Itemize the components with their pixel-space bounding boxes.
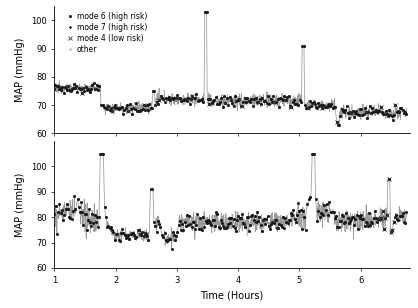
mode 4 (low risk) xyxy=(334,120,339,124)
mode 4 (low risk) xyxy=(157,98,162,102)
other xyxy=(59,88,64,91)
mode 7 (high risk) xyxy=(202,10,207,14)
mode 7 (high risk) xyxy=(172,96,177,100)
mode 6 (high risk) xyxy=(79,87,84,91)
mode 7 (high risk) xyxy=(330,106,335,110)
mode 6 (high risk) xyxy=(404,112,409,116)
other xyxy=(242,96,247,100)
Line: other: other xyxy=(60,88,399,119)
mode 4 (low risk) xyxy=(66,84,71,88)
mode 6 (high risk) xyxy=(202,10,207,14)
other xyxy=(215,103,220,106)
other xyxy=(347,116,352,120)
mode 6 (high risk) xyxy=(144,103,149,107)
mode 6 (high risk) xyxy=(304,107,309,110)
other xyxy=(107,108,112,112)
other xyxy=(82,89,87,93)
mode 4 (low risk) xyxy=(190,94,195,98)
mode 7 (high risk) xyxy=(336,123,341,127)
Line: mode 4 (low risk): mode 4 (low risk) xyxy=(53,84,397,124)
other xyxy=(187,103,192,106)
mode 4 (low risk) xyxy=(173,96,178,100)
mode 4 (low risk) xyxy=(273,100,278,104)
other xyxy=(297,98,302,102)
X-axis label: Time (Hours): Time (Hours) xyxy=(200,290,264,300)
other xyxy=(371,111,376,114)
other xyxy=(160,96,165,100)
mode 4 (low risk) xyxy=(349,111,354,115)
mode 6 (high risk) xyxy=(190,94,195,98)
mode 7 (high risk) xyxy=(276,105,281,109)
mode 7 (high risk) xyxy=(404,112,409,116)
mode 4 (low risk) xyxy=(52,87,57,90)
mode 4 (low risk) xyxy=(289,105,294,108)
Line: mode 7 (high risk): mode 7 (high risk) xyxy=(54,11,408,126)
mode 6 (high risk) xyxy=(52,87,57,90)
Y-axis label: MAP (mmHg): MAP (mmHg) xyxy=(15,172,25,237)
Y-axis label: MAP (mmHg): MAP (mmHg) xyxy=(15,38,25,102)
mode 4 (low risk) xyxy=(206,102,212,105)
mode 4 (low risk) xyxy=(142,103,147,107)
mode 4 (low risk) xyxy=(305,106,310,109)
mode 6 (high risk) xyxy=(336,123,341,127)
mode 4 (low risk) xyxy=(110,109,115,112)
other xyxy=(270,100,275,103)
other xyxy=(134,101,139,104)
mode 4 (low risk) xyxy=(79,91,84,95)
mode 7 (high risk) xyxy=(211,99,216,103)
Line: mode 6 (high risk): mode 6 (high risk) xyxy=(53,10,408,126)
mode 4 (low risk) xyxy=(364,110,369,113)
mode 7 (high risk) xyxy=(180,98,185,101)
mode 4 (low risk) xyxy=(393,103,398,107)
mode 4 (low risk) xyxy=(126,109,131,113)
mode 4 (low risk) xyxy=(93,87,98,91)
mode 4 (low risk) xyxy=(240,105,245,108)
other xyxy=(322,105,327,108)
mode 4 (low risk) xyxy=(256,100,261,103)
mode 4 (low risk) xyxy=(378,105,383,109)
Legend: mode 6 (high risk), mode 7 (high risk), mode 4 (low risk), other: mode 6 (high risk), mode 7 (high risk), … xyxy=(65,11,148,55)
mode 6 (high risk) xyxy=(334,120,339,124)
mode 6 (high risk) xyxy=(360,113,365,117)
other xyxy=(395,110,400,113)
mode 7 (high risk) xyxy=(97,84,102,88)
mode 4 (low risk) xyxy=(319,106,324,110)
mode 7 (high risk) xyxy=(53,83,58,87)
mode 4 (low risk) xyxy=(223,101,228,104)
